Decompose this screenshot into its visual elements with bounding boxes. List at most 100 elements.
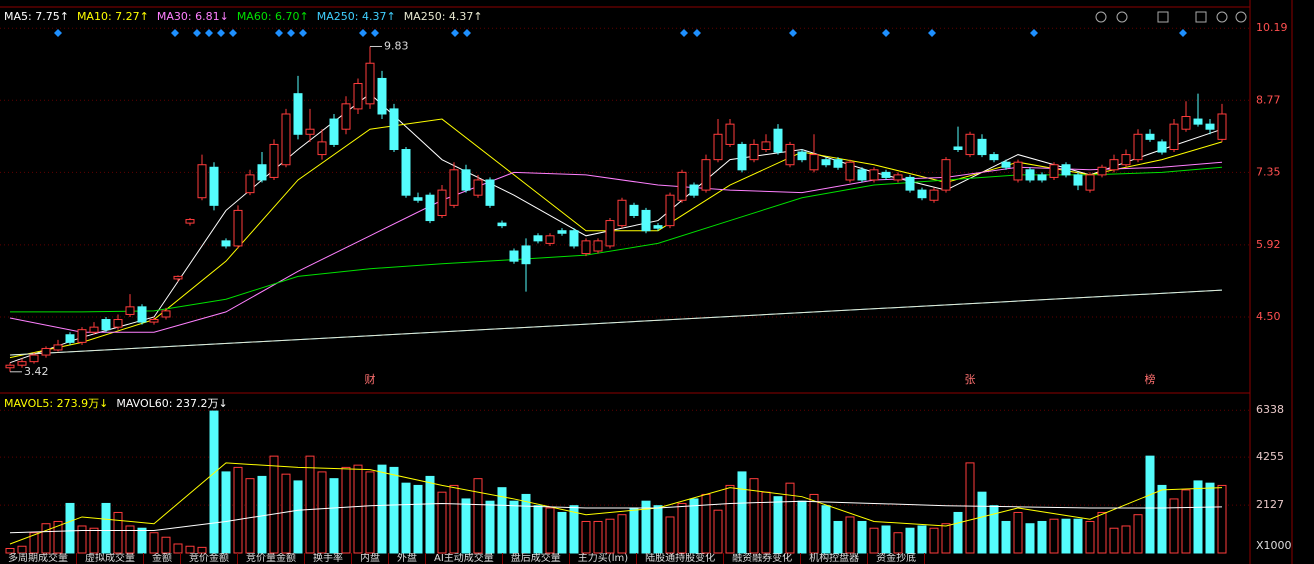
candle-body	[989, 154, 999, 161]
event-label: 财	[365, 372, 376, 386]
volume-bar	[593, 520, 603, 554]
volume-bar	[413, 484, 423, 554]
tab[interactable]: 资金抄底	[868, 553, 926, 564]
tab[interactable]: 内盘	[352, 553, 389, 564]
candle-body	[1157, 141, 1167, 153]
volume-bar	[221, 471, 231, 554]
volume-bar	[1217, 484, 1227, 554]
candle-body	[917, 189, 927, 199]
volume-bar	[761, 491, 771, 554]
volume-bar	[1133, 514, 1143, 554]
tab[interactable]: AI主动成交量	[426, 553, 503, 564]
candle-body	[353, 83, 363, 110]
candle-body	[581, 240, 591, 255]
candle-body	[1109, 159, 1119, 171]
volume-bar	[461, 498, 471, 554]
volume-bar	[329, 478, 339, 554]
tab[interactable]: 多周期成交量	[0, 553, 77, 564]
legend-entry: MAVOL5: 273.9万↓	[4, 397, 109, 410]
volume-bar	[377, 464, 387, 554]
candle-body	[113, 319, 123, 328]
candle-body	[893, 174, 903, 181]
volume-bar	[737, 471, 747, 554]
candle-body	[1169, 123, 1179, 151]
volume-bar	[149, 532, 159, 554]
candle-body	[269, 143, 279, 178]
candle-body	[773, 128, 783, 153]
volume-bar	[1181, 489, 1191, 554]
volume-bar	[401, 482, 411, 554]
candle-body	[653, 225, 663, 229]
candle-body	[1181, 116, 1191, 130]
event-label: 榜	[1145, 372, 1156, 386]
volume-bar	[245, 478, 255, 554]
volume-bar	[17, 545, 27, 554]
tab[interactable]: 外盘	[389, 553, 426, 564]
candle-body	[185, 219, 195, 224]
volume-bar	[905, 527, 915, 554]
candle-body	[869, 169, 879, 181]
candle-body	[401, 149, 411, 196]
candle-body	[605, 220, 615, 247]
candle-body	[173, 275, 183, 280]
volume-bar	[545, 507, 555, 554]
volume-bar	[1193, 480, 1203, 554]
volume-bar	[365, 471, 375, 554]
candle-body	[1085, 174, 1095, 191]
tab[interactable]: 陆股通持股变化	[637, 553, 725, 564]
volume-bar	[485, 500, 495, 554]
volume-bar	[689, 498, 699, 554]
candle-body	[749, 143, 759, 161]
tab[interactable]: 金额	[144, 553, 181, 564]
legend-entry: MA5: 7.75↑	[4, 10, 69, 23]
candle-body	[521, 245, 531, 265]
volume-bar	[29, 532, 39, 554]
tab[interactable]: 竞价金额	[181, 553, 238, 564]
candle-body	[845, 161, 855, 181]
tab[interactable]: 竞价量金额	[238, 553, 305, 564]
tab[interactable]: 虚拟成交量	[77, 553, 144, 564]
candle-body	[305, 128, 315, 135]
tab[interactable]: 盘后成交量	[503, 553, 570, 564]
tab[interactable]: 融资融券变化	[724, 553, 802, 564]
tab[interactable]: 换手率	[305, 553, 352, 564]
candle-body	[437, 189, 447, 216]
tab[interactable]: 机构控盘器	[801, 553, 869, 564]
volume-bar	[677, 502, 687, 554]
legend-entry: MA30: 6.81↓	[156, 10, 229, 23]
candle-body	[365, 62, 375, 105]
candle-body	[1217, 113, 1227, 140]
candle-body	[485, 179, 495, 206]
candle-body	[125, 306, 135, 315]
volume-bar	[893, 532, 903, 554]
candle-body	[737, 143, 747, 171]
candle-body	[797, 151, 807, 161]
candle-body	[317, 141, 327, 156]
candle-body	[701, 159, 711, 191]
tab[interactable]: 主力买(lm)	[570, 553, 638, 564]
volume-bar	[1037, 520, 1047, 554]
volume-bar	[845, 516, 855, 554]
legend-entry: MAVOL60: 237.2万↓	[116, 397, 228, 410]
volume-bar	[773, 496, 783, 554]
candle-body	[1097, 166, 1107, 176]
volume-legend: MAVOL5: 273.9万↓ MAVOL60: 237.2万↓	[4, 395, 236, 411]
candle-body	[569, 230, 579, 247]
candle-body	[965, 133, 975, 156]
candle-body	[1073, 174, 1083, 186]
volume-bar	[1169, 498, 1179, 554]
volume-bar	[941, 523, 951, 554]
candle-body	[1145, 133, 1155, 140]
candle-body	[65, 334, 75, 343]
volume-bar	[833, 520, 843, 554]
candle-body	[1025, 169, 1035, 181]
volume-bar	[1097, 511, 1107, 554]
volume-bar	[281, 473, 291, 554]
candle-body	[1205, 123, 1215, 130]
volume-bar	[473, 478, 483, 554]
y-tick-label: 10.19	[1256, 21, 1288, 34]
candle-body	[53, 344, 63, 351]
candle-body	[1013, 161, 1023, 181]
volume-bar	[449, 484, 459, 554]
candle-body	[329, 118, 339, 145]
